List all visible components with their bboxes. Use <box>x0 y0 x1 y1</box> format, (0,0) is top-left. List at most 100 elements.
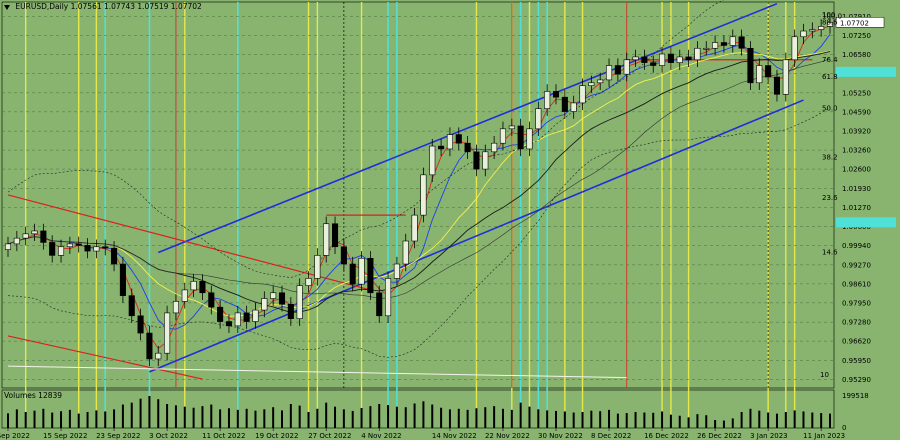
x-axis-label: 11 Oct 2022 <box>202 432 245 440</box>
candle-bear <box>331 223 339 248</box>
candle-bear <box>208 292 215 308</box>
candle-bear <box>287 303 294 319</box>
candle-bear <box>243 312 250 322</box>
candle-bull <box>305 278 312 286</box>
candle-bull <box>756 65 763 84</box>
candle-bear <box>667 53 674 63</box>
x-axis-label: 26 Dec 2022 <box>697 432 742 440</box>
candle-bear <box>738 36 745 49</box>
candle-bear <box>473 151 480 170</box>
fib-level-label: 38.2 <box>822 154 838 162</box>
chart-header: EURUSD,Daily 1.07561 1.07743 1.07519 1.0… <box>4 2 202 11</box>
candle-bear <box>561 96 568 112</box>
fib-level-label: 88.6 <box>822 18 838 26</box>
candle-bear <box>199 280 206 294</box>
candle-bear <box>650 62 657 66</box>
moving-average-3 <box>7 25 831 350</box>
candle-bull <box>544 91 551 109</box>
candle-bull <box>491 142 498 153</box>
candle-bull <box>261 298 268 311</box>
candle-bull <box>31 230 38 235</box>
volume-axis-label: 199518 <box>842 392 869 400</box>
candle-bull <box>93 246 100 252</box>
candle-bear <box>75 243 82 246</box>
price-axis-label: 0.98610 <box>842 280 871 288</box>
candle-bull <box>659 53 666 66</box>
lower-channel-line <box>149 99 804 373</box>
candle-bull <box>190 280 197 291</box>
candle-bear <box>349 263 356 285</box>
current-price-label: 1.07702 <box>840 19 869 27</box>
candle-bear <box>102 246 109 249</box>
candle-bear <box>765 65 772 78</box>
candle-bull <box>22 233 29 239</box>
fib-level-label: 76.4 <box>822 56 838 64</box>
candle-bear <box>455 134 462 144</box>
candle-bull <box>632 56 639 61</box>
candle-bull <box>411 214 418 242</box>
candle-bull <box>252 309 259 322</box>
candle-bear <box>464 142 471 153</box>
candle-bear <box>614 65 621 75</box>
price-axis-label: 1.01270 <box>842 204 871 212</box>
price-axis-label: 1.03920 <box>842 128 871 136</box>
red-channel-upper <box>7 194 371 291</box>
candle-bull <box>314 255 321 279</box>
x-axis-label: 27 Oct 2022 <box>308 432 351 440</box>
price-pane-frame <box>1 1 835 389</box>
candle-bear <box>225 321 233 327</box>
candle-bull <box>508 125 515 130</box>
candle-bull <box>234 312 241 327</box>
x-axis-label: 4 Nov 2022 <box>361 432 401 440</box>
x-axis-label: 22 Nov 2022 <box>485 432 530 440</box>
candle-bull <box>579 85 586 104</box>
x-axis-label: 8 Dec 2022 <box>591 432 631 440</box>
price-axis-label: 0.97280 <box>842 319 871 327</box>
candle-bull <box>420 174 427 216</box>
candle-bull <box>13 237 20 245</box>
candle-bear <box>552 91 560 98</box>
candle-bull <box>791 36 798 61</box>
candle-bull <box>172 301 179 314</box>
price-axis-label: 0.95950 <box>842 357 871 365</box>
candle-bull <box>826 22 834 27</box>
price-axis-label: 0.96620 <box>842 338 871 346</box>
x-axis-label: 14 Nov 2022 <box>432 432 477 440</box>
collapse-triangle-icon[interactable] <box>4 4 10 10</box>
white-support-line <box>7 365 627 379</box>
candle-bull <box>623 59 630 75</box>
candle-bear <box>49 242 56 256</box>
candle-bull <box>703 47 710 50</box>
candle-bull <box>605 65 613 81</box>
fib-level-label: 50.0 <box>822 105 838 113</box>
candle-bear <box>111 247 118 265</box>
candle-bull <box>712 42 719 49</box>
candle-bull <box>570 102 577 112</box>
candle-bear <box>128 295 135 317</box>
x-axis-label: 3 Jan 2023 <box>750 432 788 440</box>
candle-bull <box>358 257 365 285</box>
candle-bull <box>482 151 489 170</box>
candle-bull <box>676 56 683 63</box>
candle-bull <box>809 29 816 32</box>
candle-bull <box>499 128 507 144</box>
price-axis-label: 1.02600 <box>842 166 871 174</box>
price-axis-label: 0.99940 <box>842 242 871 250</box>
fib-level-label: 23.6 <box>822 194 838 202</box>
price-axis-label: 1.07910 <box>842 13 871 21</box>
candle-bull <box>694 47 701 61</box>
candle-bear <box>137 315 144 334</box>
price-axis-label: 1.04590 <box>842 108 871 116</box>
candle-bear <box>685 56 692 61</box>
candle-bull <box>782 59 789 95</box>
fib-level-label: 14.6 <box>822 249 838 257</box>
x-axis-label: 7 Sep 2022 <box>0 432 30 440</box>
candle-bull <box>4 243 12 250</box>
x-axis-label: 16 Dec 2022 <box>644 432 689 440</box>
fib-level-label: 61.8 <box>822 73 838 81</box>
candle-bull <box>535 108 542 130</box>
candle-bear <box>119 263 126 296</box>
fib-level-label: 100.0 <box>822 13 842 21</box>
candle-bear <box>720 42 727 46</box>
